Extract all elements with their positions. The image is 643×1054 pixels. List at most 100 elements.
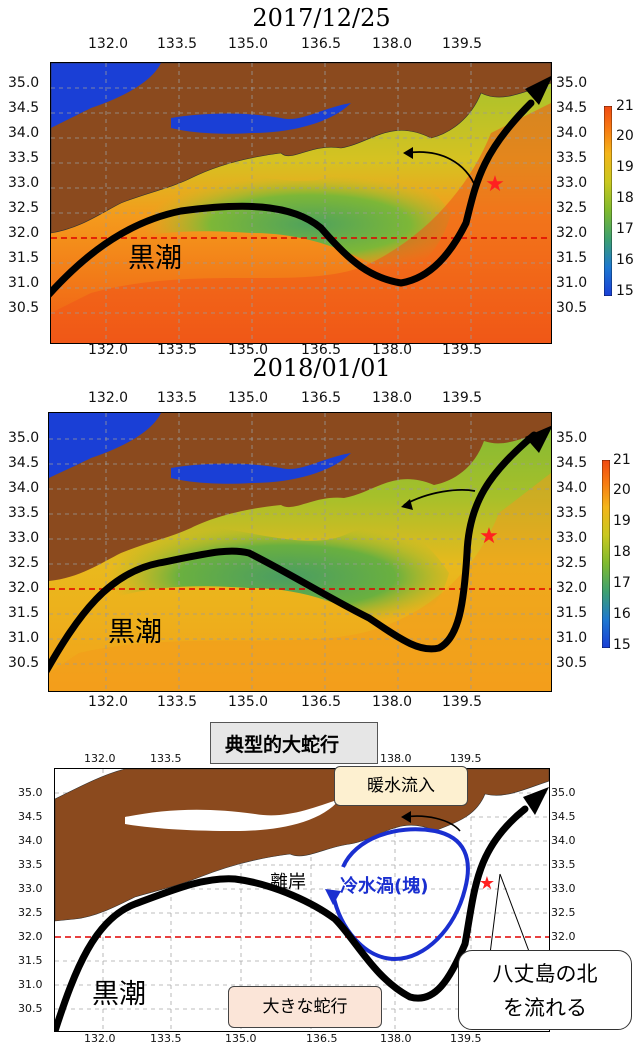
panel-1-sst-map: ★ xyxy=(50,62,552,344)
lat-tick: 32.0 xyxy=(551,930,576,943)
kuroshio-path xyxy=(49,431,538,674)
panel-2-lon-ticks-top: 132.0 133.5 135.0 136.5 138.0 139.5 xyxy=(0,390,643,408)
lat-tick: 30.5 xyxy=(8,655,40,671)
lat-tick: 31.5 xyxy=(18,954,43,967)
lon-tick: 138.0 xyxy=(372,390,413,406)
lon-tick: 133.5 xyxy=(157,36,198,52)
cold-eddy-arrowhead xyxy=(325,889,341,905)
lat-tick: 33.0 xyxy=(8,530,40,546)
lat-tick: 35.0 xyxy=(8,430,40,446)
lon-tick: 132.0 xyxy=(84,1032,116,1045)
lat-tick: 34.0 xyxy=(556,480,588,496)
lon-tick: 132.0 xyxy=(88,342,129,354)
lon-tick: 138.0 xyxy=(372,694,413,710)
lat-tick: 33.5 xyxy=(556,505,588,521)
lat-tick: 32.0 xyxy=(18,930,43,943)
lon-tick: 136.5 xyxy=(301,694,342,710)
lat-tick: 33.0 xyxy=(556,175,588,191)
kuroshio-label: 黒潮 xyxy=(108,617,162,648)
lat-tick: 31.0 xyxy=(18,978,43,991)
kuroshio-arrowhead xyxy=(525,76,551,105)
lat-tick: 31.5 xyxy=(8,250,40,266)
lon-tick: 136.5 xyxy=(301,390,342,406)
lat-tick: 31.0 xyxy=(556,630,588,646)
lat-tick: 34.5 xyxy=(8,100,40,116)
hachijo-star-marker: ★ xyxy=(485,172,505,197)
lon-tick: 136.5 xyxy=(301,342,342,354)
lat-tick: 33.0 xyxy=(18,882,43,895)
colorbar-tick: 17 xyxy=(616,221,634,237)
colorbar-tick: 21 xyxy=(613,452,631,468)
lon-tick: 133.5 xyxy=(150,752,182,765)
offshore-label: 離岸 xyxy=(270,872,306,893)
warm-water-region xyxy=(51,103,551,343)
lat-tick: 34.0 xyxy=(556,125,588,141)
lat-tick: 33.5 xyxy=(551,858,576,871)
lat-tick: 34.0 xyxy=(8,480,40,496)
lat-tick: 33.5 xyxy=(556,150,588,166)
kuroshio-path xyxy=(51,99,535,298)
lat-tick: 32.5 xyxy=(556,200,588,216)
lat-tick: 33.0 xyxy=(8,175,40,191)
lon-tick: 139.5 xyxy=(442,694,483,710)
lat-tick: 34.5 xyxy=(556,455,588,471)
lat-tick: 32.0 xyxy=(556,580,588,596)
lon-tick: 139.5 xyxy=(450,752,482,765)
callout-line xyxy=(489,873,501,955)
lat-tick: 31.0 xyxy=(8,630,40,646)
lat-tick: 30.5 xyxy=(18,1002,43,1015)
colorbar-tick: 15 xyxy=(616,283,634,299)
lat-tick: 30.5 xyxy=(556,300,588,316)
cold-water-north xyxy=(49,413,161,478)
warm-inflow-callout: 暖水流入 xyxy=(334,766,468,806)
colorbar-tick: 16 xyxy=(616,252,634,268)
lon-tick: 133.5 xyxy=(157,342,198,354)
hachijo-star-marker: ★ xyxy=(479,524,499,549)
kuroshio-arrowhead xyxy=(525,425,551,453)
warm-water-region xyxy=(49,473,551,691)
lat-tick: 34.0 xyxy=(551,834,576,847)
lat-tick: 30.5 xyxy=(556,655,588,671)
lat-tick: 34.0 xyxy=(8,125,40,141)
lat-tick: 32.0 xyxy=(8,225,40,241)
hachijo-callout: 八丈島の北 を流れる xyxy=(458,950,632,1030)
panel-3-lon-ticks-top: 132.0 133.5 138.0 139.5 xyxy=(0,752,643,766)
lat-tick: 33.0 xyxy=(551,882,576,895)
lon-tick: 138.0 xyxy=(372,342,413,354)
hachijo-star-marker: ★ xyxy=(479,873,495,894)
lon-tick: 133.5 xyxy=(157,694,198,710)
lat-tick: 32.5 xyxy=(556,555,588,571)
colorbar-tick: 19 xyxy=(616,159,634,175)
panel-2-colorbar-ticks: 21 20 19 18 17 16 15 xyxy=(613,452,643,662)
lon-tick: 135.0 xyxy=(228,342,269,354)
panel-3-title-box xyxy=(210,722,378,764)
lat-tick: 35.0 xyxy=(556,430,588,446)
lon-tick: 139.5 xyxy=(450,1032,482,1045)
lat-tick: 33.5 xyxy=(18,858,43,871)
colorbar-tick: 20 xyxy=(616,128,634,144)
lat-tick: 31.5 xyxy=(556,605,588,621)
lat-tick: 31.5 xyxy=(8,605,40,621)
colorbar-tick: 18 xyxy=(616,190,634,206)
warm-inflow-arrow xyxy=(405,151,477,189)
land-mass xyxy=(49,413,551,581)
panel-3-title: 典型的大蛇行 xyxy=(225,734,340,756)
lat-tick: 34.5 xyxy=(556,100,588,116)
lat-tick: 32.5 xyxy=(8,200,40,216)
colorbar-tick: 20 xyxy=(613,482,631,498)
lon-tick: 132.0 xyxy=(88,694,129,710)
cold-eddy-loop xyxy=(331,827,470,962)
panel-1-colorbar-ticks: 21 20 19 18 17 16 15 xyxy=(616,98,643,308)
colorbar-tick: 18 xyxy=(613,544,631,560)
colorbar-tick: 16 xyxy=(613,606,631,622)
panel-2-lat-ticks-left: 35.0 34.5 34.0 33.5 33.0 32.5 32.0 31.5 … xyxy=(8,414,48,694)
lon-tick: 133.5 xyxy=(150,1032,182,1045)
lat-tick: 33.5 xyxy=(8,150,40,166)
lat-tick: 35.0 xyxy=(8,75,40,91)
panel-2-colorbar xyxy=(602,460,610,648)
panel-1-lat-ticks-right: 35.0 34.5 34.0 33.5 33.0 32.5 32.0 31.5 … xyxy=(556,62,596,342)
lat-tick: 35.0 xyxy=(556,75,588,91)
colorbar-tick: 15 xyxy=(613,637,631,653)
lat-tick: 34.5 xyxy=(8,455,40,471)
lat-tick: 30.5 xyxy=(8,300,40,316)
